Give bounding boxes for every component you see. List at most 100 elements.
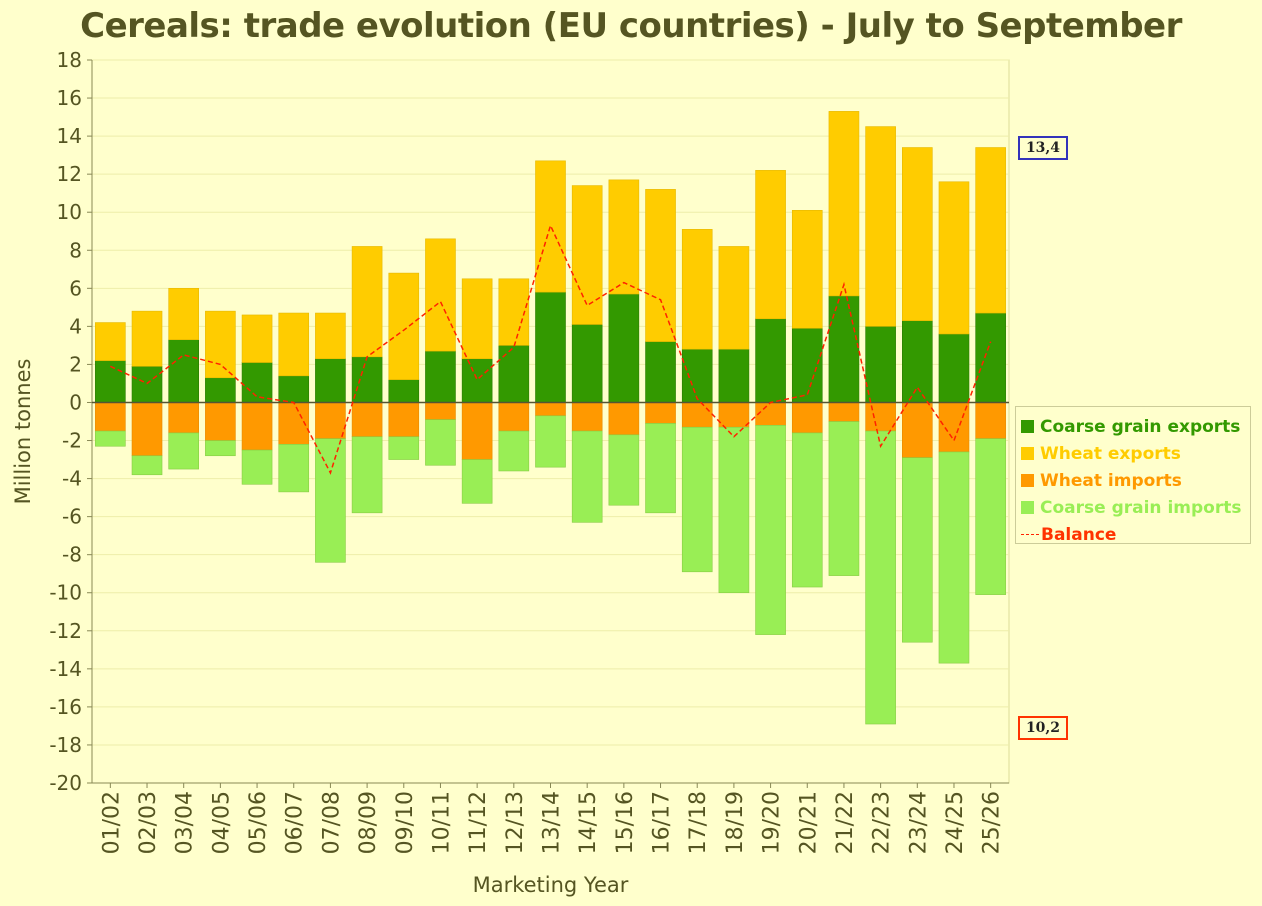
- x-tick-label: 01/02: [99, 791, 124, 854]
- bar-coarse-grain-imports: [278, 444, 310, 493]
- bar-coarse-grain-imports: [718, 426, 750, 594]
- bar-wheat-imports: [95, 402, 126, 432]
- y-tick-label: 14: [57, 124, 82, 148]
- bar-coarse-grain-exports: [828, 295, 860, 403]
- bar-wheat-imports: [205, 402, 236, 441]
- bar-coarse-grain-exports: [718, 348, 750, 403]
- x-tick-label: 12/13: [503, 791, 528, 854]
- y-tick-label: 16: [57, 86, 82, 110]
- bar-coarse-grain-imports: [388, 436, 420, 460]
- bar-wheat-imports: [278, 402, 310, 445]
- bar-coarse-grain-imports: [95, 430, 126, 447]
- bar-wheat-exports: [95, 322, 126, 361]
- bar-wheat-exports: [681, 229, 713, 350]
- bar-wheat-imports: [425, 402, 456, 420]
- bar-coarse-grain-imports: [241, 449, 273, 485]
- bar-wheat-exports: [461, 278, 493, 360]
- bar-coarse-grain-exports: [791, 327, 823, 403]
- x-tick-label: 14/15: [576, 791, 601, 854]
- bar-wheat-imports: [388, 402, 420, 438]
- x-tick-label: 20/21: [796, 791, 821, 854]
- legend-label: Coarse grain imports: [1040, 497, 1242, 518]
- bar-coarse-grain-exports: [645, 341, 676, 403]
- bar-wheat-exports: [388, 272, 420, 380]
- bar-wheat-imports: [755, 402, 786, 426]
- bar-wheat-exports: [278, 312, 310, 377]
- y-tick-label: 0: [69, 390, 82, 414]
- x-tick-label: 07/08: [319, 791, 344, 854]
- bar-wheat-imports: [718, 402, 750, 428]
- bar-coarse-grain-exports: [425, 350, 456, 403]
- bar-wheat-exports: [718, 246, 750, 350]
- bar-coarse-grain-exports: [278, 375, 310, 403]
- bar-coarse-grain-imports: [645, 423, 676, 514]
- bar-coarse-grain-imports: [681, 426, 713, 573]
- bar-wheat-exports: [205, 310, 236, 379]
- y-tick-label: -14: [49, 657, 82, 681]
- bar-coarse-grain-exports: [681, 348, 713, 403]
- bar-coarse-grain-imports: [205, 440, 236, 457]
- x-tick-label: 22/23: [870, 791, 895, 854]
- bar-wheat-imports: [315, 402, 346, 439]
- legend-label: Wheat exports: [1040, 443, 1181, 464]
- bar-wheat-exports: [131, 310, 163, 367]
- y-tick-label: -18: [49, 733, 82, 757]
- bar-wheat-imports: [681, 402, 713, 428]
- x-tick-label: 08/09: [356, 791, 381, 854]
- callout-bottom-value: 10,2: [1018, 715, 1068, 740]
- y-tick-label: 8: [69, 238, 82, 262]
- bar-coarse-grain-imports: [168, 432, 199, 470]
- x-tick-label: 19/20: [760, 791, 785, 854]
- chart-legend: Coarse grain exports Wheat exports Wheat i…: [1015, 406, 1251, 545]
- bar-wheat-exports: [828, 111, 860, 297]
- bar-wheat-imports: [571, 402, 603, 432]
- y-tick-label: 12: [57, 162, 82, 186]
- bar-wheat-exports: [241, 314, 273, 363]
- y-tick-label: 6: [69, 276, 82, 300]
- bar-coarse-grain-imports: [351, 436, 383, 514]
- legend-swatch: [1021, 501, 1034, 514]
- bar-wheat-imports: [241, 402, 273, 451]
- legend-line-swatch: [1021, 534, 1039, 535]
- bar-wheat-exports: [645, 189, 676, 342]
- bar-coarse-grain-imports: [975, 438, 1006, 595]
- bar-wheat-imports: [938, 402, 970, 453]
- bar-wheat-exports: [608, 179, 640, 295]
- x-tick-label: 10/11: [429, 791, 454, 854]
- bar-wheat-imports: [461, 402, 493, 460]
- bar-coarse-grain-imports: [131, 455, 163, 476]
- bar-wheat-exports: [938, 181, 970, 335]
- y-tick-label: 4: [69, 314, 82, 338]
- bar-coarse-grain-imports: [865, 430, 896, 725]
- y-tick-label: -4: [62, 467, 82, 491]
- bar-coarse-grain-exports: [535, 291, 566, 403]
- chart-title: Cereals: trade evolution (EU countries) …: [80, 6, 1182, 46]
- bar-wheat-imports: [865, 402, 896, 432]
- x-tick-label: 06/07: [283, 791, 308, 854]
- x-tick-label: 04/05: [209, 791, 234, 854]
- y-tick-label: 10: [57, 200, 82, 224]
- y-tick-label: -20: [49, 771, 82, 795]
- bar-wheat-imports: [975, 402, 1006, 439]
- legend-item: Wheat imports: [1016, 467, 1250, 494]
- bar-coarse-grain-exports: [388, 379, 420, 403]
- bar-wheat-imports: [131, 402, 163, 457]
- bar-coarse-grain-imports: [571, 430, 603, 523]
- bar-wheat-exports: [755, 170, 786, 320]
- bar-wheat-exports: [571, 185, 603, 325]
- callout-top-value: 13,4: [1018, 135, 1068, 160]
- bar-wheat-exports: [351, 246, 383, 358]
- legend-swatch: [1021, 474, 1034, 487]
- legend-item: Coarse grain exports: [1016, 413, 1250, 440]
- bar-coarse-grain-imports: [461, 459, 493, 504]
- x-tick-label: 09/10: [393, 791, 418, 854]
- x-tick-label: 15/16: [613, 791, 638, 854]
- bar-wheat-imports: [535, 402, 566, 417]
- bar-coarse-grain-exports: [461, 358, 493, 403]
- bar-coarse-grain-imports: [425, 419, 456, 466]
- bar-wheat-imports: [608, 402, 640, 436]
- bar-wheat-exports: [865, 126, 896, 327]
- bar-coarse-grain-imports: [315, 438, 346, 563]
- x-tick-label: 21/22: [833, 791, 858, 854]
